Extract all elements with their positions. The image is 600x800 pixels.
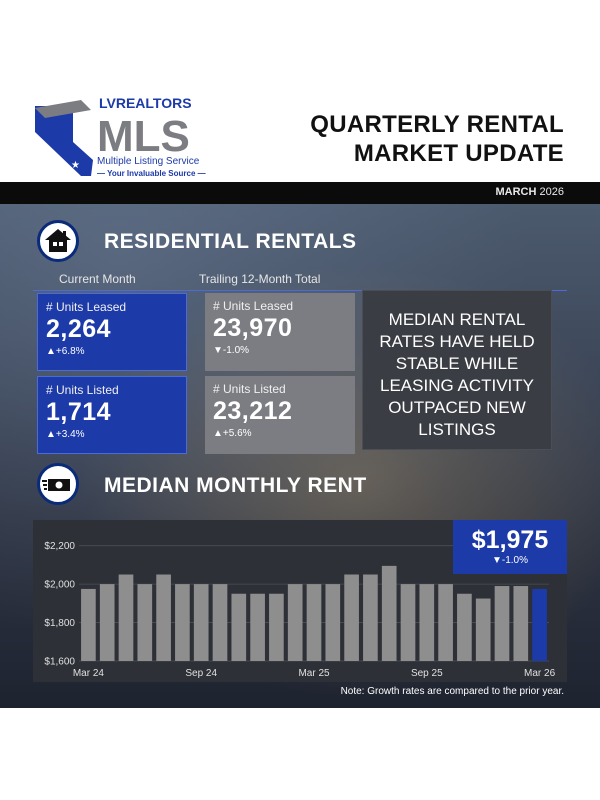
- roof-icon: [35, 100, 91, 118]
- bar: [400, 584, 416, 661]
- message-line: LISTINGS: [418, 420, 496, 439]
- bar: [99, 584, 115, 661]
- bar: [287, 584, 303, 661]
- median-rent-chart: $1,600 $1,800 $2,000 $2,200 Mar 24 Sep 24 Mar …: [44, 541, 556, 679]
- x-tick-label: Sep 24: [185, 668, 217, 679]
- house-icon: [37, 220, 79, 262]
- footnote: Note: Growth rates are compared to the p…: [340, 686, 564, 697]
- card-label: # Units Leased: [46, 300, 127, 314]
- card-label: # Units Listed: [46, 383, 119, 397]
- card-trailing-leased: # Units Leased 23,970 ▼-1.0%: [205, 293, 355, 371]
- y-tick-label: $2,000: [44, 580, 75, 591]
- column-trailing-12: Trailing 12-Month Total: [199, 272, 321, 286]
- residential-rentals-title: RESIDENTIAL RENTALS: [104, 230, 357, 253]
- bar: [81, 588, 96, 661]
- logo-tagline: — Your Invaluable Source —: [97, 169, 206, 178]
- card-label: # Units Leased: [213, 299, 294, 313]
- logo-subtitle: Multiple Listing Service: [97, 156, 200, 167]
- card-value: 2,264: [46, 315, 112, 343]
- bar: [325, 584, 341, 661]
- message-line: OUTPACED NEW: [388, 398, 526, 417]
- money-icon: [37, 463, 79, 505]
- y-tick-label: $1,800: [44, 618, 75, 629]
- date-bar: [0, 182, 600, 204]
- bar: [193, 584, 209, 661]
- report-month: MARCH 2026: [496, 186, 565, 198]
- header: [0, 90, 600, 182]
- median-rent-title: MEDIAN MONTHLY RENT: [104, 474, 367, 497]
- y-tick-label: $1,600: [44, 657, 75, 668]
- top-margin: [0, 0, 600, 90]
- column-current-month: Current Month: [59, 272, 136, 286]
- bar: [475, 598, 491, 661]
- page-title: QUARTERLY RENTAL MARKET UPDATE: [264, 110, 564, 168]
- card-change: ▼-1.0%: [213, 345, 250, 356]
- title-line-2: MARKET UPDATE: [353, 140, 564, 167]
- card-trailing-listed: # Units Listed 23,212 ▲+5.6%: [205, 376, 355, 454]
- logo-brand: LVREALTORS: [99, 96, 192, 111]
- x-tick-label: Mar 24: [73, 668, 105, 679]
- bar: [381, 565, 397, 661]
- card-current-leased: # Units Leased 2,264 ▲+6.8%: [37, 293, 187, 371]
- bar: [306, 584, 322, 661]
- bar: [137, 584, 153, 661]
- x-tick-label: Mar 26: [524, 668, 556, 679]
- card-value: 23,970: [213, 314, 293, 342]
- section-divider: [33, 290, 567, 291]
- current-rent-value: $1,975: [471, 526, 549, 554]
- message-line: RATES HAVE HELD: [379, 332, 535, 351]
- bar: [438, 584, 453, 661]
- bottom-margin: [0, 708, 600, 800]
- bar: [363, 574, 378, 661]
- message-line: LEASING ACTIVITY: [380, 376, 534, 395]
- current-rent-box: $1,975 ▼-1.0%: [453, 520, 567, 574]
- title-line-1: QUARTERLY RENTAL: [310, 111, 564, 138]
- month-year: 2026: [539, 186, 564, 198]
- bar: [212, 584, 228, 661]
- message-line: STABLE WHILE: [395, 354, 519, 373]
- bar: [513, 586, 529, 661]
- card-change: ▲+3.4%: [46, 429, 85, 440]
- card-value: 1,714: [46, 398, 112, 426]
- month-name: MARCH: [495, 186, 537, 198]
- summary-message: MEDIAN RENTAL RATES HAVE HELD STABLE WHI…: [362, 290, 552, 450]
- bar: [457, 593, 472, 661]
- bar: [494, 586, 510, 661]
- card-label: # Units Listed: [213, 382, 286, 396]
- message-line: MEDIAN RENTAL: [388, 310, 526, 329]
- y-tick-label: $2,200: [44, 541, 75, 552]
- bar: [344, 574, 359, 661]
- card-current-listed: # Units Listed 1,714 ▲+3.4%: [37, 376, 187, 454]
- card-change: ▲+5.6%: [213, 428, 252, 439]
- bar: [419, 584, 435, 661]
- bar-current: [532, 588, 547, 661]
- bar: [118, 574, 134, 661]
- bar: [231, 593, 247, 661]
- card-value: 23,212: [213, 397, 293, 425]
- bar: [156, 574, 171, 661]
- bar: [175, 584, 190, 661]
- nevada-shape-icon: [35, 106, 93, 176]
- bar: [250, 593, 265, 661]
- card-change: ▲+6.8%: [46, 346, 85, 357]
- current-rent-change: ▼-1.0%: [491, 555, 529, 566]
- svg-text:★: ★: [71, 160, 80, 171]
- x-tick-label: Sep 25: [411, 668, 443, 679]
- lvr-mls-logo: ★ LVREALTORS MLS Multiple Listing Servic…: [35, 96, 206, 178]
- logo-mls: MLS: [97, 112, 190, 161]
- bar: [269, 593, 284, 661]
- x-tick-label: Mar 25: [298, 668, 330, 679]
